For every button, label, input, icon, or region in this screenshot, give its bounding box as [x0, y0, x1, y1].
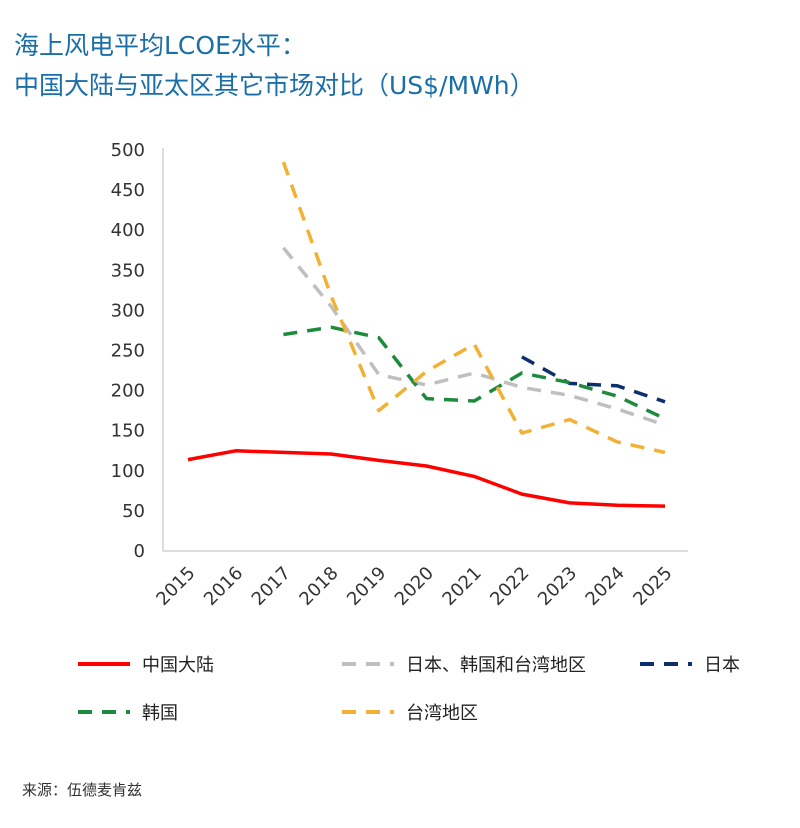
- series-group: [281, 161, 666, 455]
- series-group: [187, 449, 666, 508]
- legend-item: 台湾地区: [342, 703, 478, 724]
- x-tick-label: 2020: [391, 563, 438, 610]
- series-line: [283, 325, 666, 421]
- y-tick-label: 350: [111, 260, 145, 281]
- series-line: [187, 449, 666, 508]
- legend-item: 日本、韩国和台湾地区: [342, 655, 586, 676]
- legend-label: 台湾地区: [406, 703, 478, 724]
- y-tick-label: 50: [122, 501, 145, 522]
- legend-item: 中国大陆: [78, 655, 214, 676]
- x-tick-label: 2019: [343, 563, 390, 610]
- y-tick-label: 0: [134, 541, 145, 562]
- chart-title-line-1: 海上风电平均LCOE水平：: [14, 31, 306, 60]
- y-tick-label: 400: [111, 220, 145, 241]
- series-group: [521, 355, 666, 404]
- series-line: [281, 161, 666, 455]
- legend-label: 日本、韩国和台湾地区: [406, 655, 586, 676]
- series-layer: [187, 161, 666, 508]
- x-tick-label: 2024: [582, 563, 629, 610]
- series-line: [521, 355, 666, 404]
- chart-title-line-2: 中国大陆与亚太区其它市场对比（US$/MWh）: [14, 71, 535, 100]
- x-tick-label: 2017: [248, 563, 295, 610]
- legend-label: 日本: [704, 655, 740, 676]
- y-tick-label: 300: [111, 300, 145, 321]
- legend-label: 中国大陆: [142, 655, 214, 676]
- y-tick-label: 250: [111, 341, 145, 362]
- series-group: [282, 246, 666, 427]
- legend-label: 韩国: [142, 703, 178, 724]
- series-group: [283, 325, 666, 421]
- y-tick-label: 500: [111, 140, 145, 161]
- y-tick-label: 150: [111, 421, 145, 442]
- x-tick-label: 2018: [295, 563, 342, 610]
- source-note: 来源：伍德麦肯兹: [22, 781, 143, 799]
- x-tick-label: 2023: [534, 563, 581, 610]
- legend-item: 日本: [640, 655, 740, 676]
- x-tick-label: 2025: [629, 563, 676, 610]
- x-tick-label: 2021: [438, 563, 485, 610]
- x-tick-label: 2016: [200, 563, 247, 610]
- series-line: [282, 246, 666, 427]
- legend-item: 韩国: [78, 703, 178, 724]
- y-tick-label: 100: [111, 461, 145, 482]
- y-tick-label: 450: [111, 180, 145, 201]
- y-tick-label: 200: [111, 381, 145, 402]
- x-tick-label: 2022: [486, 563, 533, 610]
- x-tick-label: 2015: [152, 563, 199, 610]
